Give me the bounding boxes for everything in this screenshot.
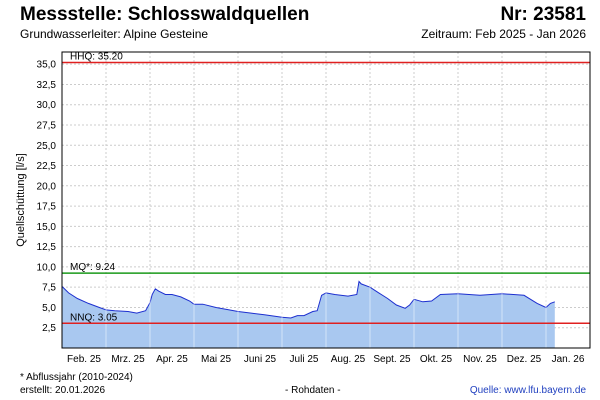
x-tick-label: Juni 25: [244, 354, 277, 365]
plot-frame: [61, 51, 591, 349]
station-number: Nr: 23581: [500, 4, 586, 25]
created-date: erstellt: 20.01.2026: [20, 385, 106, 396]
y-tick-label: 10,0: [37, 262, 57, 273]
x-tick-label: Mrz. 25: [111, 354, 145, 365]
y-tick-label: 2,5: [42, 323, 56, 334]
y-axis-label: Quellschüttung [l/s]: [15, 153, 27, 247]
reference-label: NNQ: 3.05: [70, 312, 118, 323]
x-tick-label: Sept. 25: [373, 354, 411, 365]
raw-data-note: - Rohdaten -: [285, 385, 341, 396]
x-tick-label: Okt. 25: [420, 354, 453, 365]
x-tick-label: Feb. 25: [67, 354, 101, 365]
y-tick-label: 27,5: [37, 120, 57, 131]
y-tick-label: 22,5: [37, 161, 57, 172]
station-title: Messstelle: Schlosswaldquellen: [20, 4, 310, 25]
x-tick-label: Dez. 25: [507, 354, 542, 365]
x-tick-label: Nov. 25: [463, 354, 497, 365]
footnote: * Abflussjahr (2010-2024): [20, 372, 133, 383]
x-tick-label: Mai 25: [201, 354, 231, 365]
y-tick-label: 25,0: [37, 141, 57, 152]
source-link[interactable]: Quelle: www.lfu.bayern.de: [469, 385, 586, 396]
y-tick-label: 7,5: [42, 283, 56, 294]
y-tick-label: 30,0: [37, 100, 57, 111]
x-tick-label: Juli 25: [290, 354, 319, 365]
y-tick-label: 5,0: [42, 303, 56, 314]
y-tick-label: 17,5: [37, 202, 57, 213]
discharge-line: [61, 280, 555, 319]
period-label: Zeitraum: Feb 2025 - Jan 2026: [421, 27, 586, 41]
y-tick-label: 32,5: [37, 80, 57, 91]
aquifer-label: Grundwasserleiter: Alpine Gesteine: [20, 27, 209, 41]
y-tick-label: 35,0: [37, 60, 57, 71]
x-tick-label: Jan. 26: [552, 354, 585, 365]
x-tick-label: Aug. 25: [331, 354, 366, 365]
reference-label: MQ*: 9.24: [70, 262, 115, 273]
x-tick-label: Apr. 25: [156, 354, 188, 365]
discharge-area: [62, 281, 555, 348]
reference-label: HHQ: 35.20: [70, 52, 123, 63]
y-tick-label: 12,5: [37, 242, 57, 253]
y-tick-label: 20,0: [37, 181, 57, 192]
y-tick-label: 15,0: [37, 222, 57, 233]
